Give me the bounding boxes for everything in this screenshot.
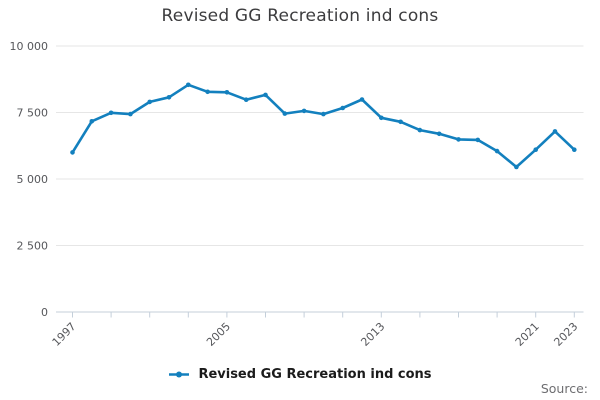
data-point-marker: [301, 108, 307, 114]
x-axis-tick-label: 2023: [551, 320, 580, 349]
legend-label: Revised GG Recreation ind cons: [198, 366, 432, 382]
data-point-marker: [359, 97, 365, 102]
data-point-marker: [108, 110, 114, 116]
data-point-marker: [417, 127, 423, 133]
data-point-marker: [475, 137, 481, 143]
data-point-marker: [340, 105, 346, 111]
source-label: Source:: [540, 381, 588, 396]
data-point-marker: [128, 111, 133, 117]
data-point-marker: [89, 119, 95, 124]
data-point-marker: [205, 89, 210, 95]
data-point-marker: [186, 82, 191, 88]
data-point-marker: [533, 147, 538, 152]
x-axis-tick-label: 2021: [513, 320, 542, 349]
data-point-marker: [379, 115, 384, 121]
x-axis-tick-label: 2005: [204, 320, 233, 349]
x-axis-tick-label: 1997: [50, 320, 79, 349]
x-axis-tick-label: 2013: [358, 320, 387, 349]
y-axis-tick-label: 2 500: [17, 240, 49, 253]
data-point-marker: [166, 95, 172, 100]
line-chart-plot: 0 2 500 5 000 7 500 10 000 1997 2005 2013 2021 20…: [10, 40, 584, 349]
data-point-marker: [282, 111, 288, 116]
y-axis-tick-label: 0: [41, 306, 48, 319]
y-axis-tick-label: 10 000: [10, 40, 49, 53]
data-point-marker: [243, 97, 249, 102]
data-point-marker: [456, 137, 461, 142]
data-point-marker: [436, 131, 442, 137]
data-point-marker: [552, 129, 558, 134]
data-point-marker: [514, 164, 519, 170]
data-point-marker: [494, 148, 500, 154]
y-axis-tick-label: 5 000: [17, 173, 49, 186]
data-point-marker: [572, 147, 577, 152]
data-series-line: [71, 83, 576, 169]
data-point-marker: [147, 99, 152, 105]
data-point-marker: [224, 90, 230, 95]
data-point-marker: [263, 92, 268, 98]
chart-title: Revised GG Recreation ind cons: [161, 6, 439, 26]
data-point-marker: [321, 111, 326, 117]
y-axis-tick-label: 7 500: [17, 107, 49, 120]
data-point-marker: [70, 150, 75, 155]
legend-item[interactable]: Revised GG Recreation ind cons: [0, 364, 600, 384]
data-point-marker: [398, 119, 403, 125]
legend-line-marker-icon: [169, 371, 190, 377]
